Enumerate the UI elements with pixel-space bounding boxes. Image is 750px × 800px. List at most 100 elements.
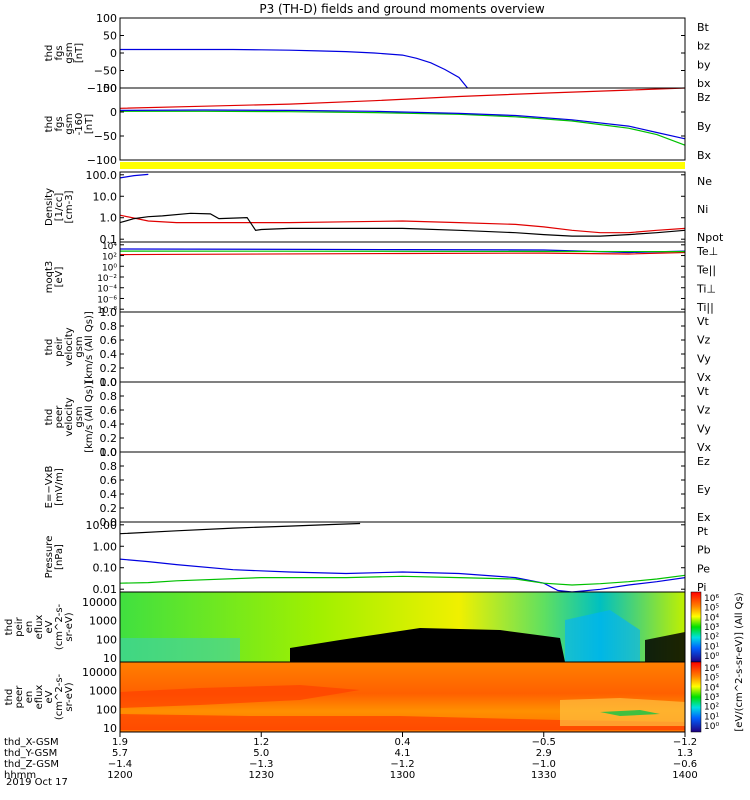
panel-fgs: 100 50 0 −50 −100 thd fgs gsm [nT] Bt bz by bx [44, 12, 711, 95]
y-axis-label: [mV/m] [54, 468, 65, 506]
y-axis-label: en [24, 621, 35, 634]
panel-frame [119, 87, 686, 161]
x-axis-tick-label: 1.9 [112, 737, 128, 748]
panel-frame [119, 17, 686, 89]
y-axis-label: velocity [64, 397, 75, 436]
y-tick-label: 0.6 [100, 334, 118, 347]
legend-vt: Vt [697, 315, 710, 328]
y-axis-label: [nT] [74, 43, 85, 63]
colorbar-tick-label: 10⁶ [704, 664, 719, 674]
date-label: 2019 Oct 17 [6, 777, 68, 788]
colorbar-tick-label: 10³ [704, 693, 719, 703]
y-axis-label: peer [54, 405, 65, 429]
y-tick-label: 10 [103, 652, 117, 665]
y-axis-label: eflux [34, 685, 45, 710]
legend-vz: Vz [697, 334, 711, 347]
y-tick-label: 10⁰ [102, 263, 117, 273]
y-tick-label: −100 [87, 154, 117, 167]
colorbar-peer [690, 661, 702, 733]
y-tick-label: 0.6 [100, 474, 118, 487]
panel-frame [119, 451, 686, 523]
series-pi [119, 558, 686, 593]
legend-ez: Ez [697, 455, 710, 468]
y-tick-label: 1.00 [93, 540, 118, 553]
series-bx [120, 48, 468, 89]
legend-by: by [697, 58, 711, 71]
plot-title: P3 (TH-D) fields and ground moments over… [259, 2, 544, 16]
peer-spectrogram [119, 661, 686, 733]
colorbar-tick-label: 10² [704, 703, 719, 713]
y-tick-label: 10⁴ [102, 242, 117, 252]
legend-vt: Vt [697, 385, 710, 398]
legend-pt: Pt [697, 525, 709, 538]
y-axis-label: thd [44, 116, 55, 133]
series-bz [119, 87, 686, 109]
y-axis-label: thd [44, 45, 55, 62]
y-axis-label: [1/cc] [54, 193, 65, 222]
legend-bt: Bt [697, 21, 710, 34]
y-axis-label: eflux [34, 615, 45, 640]
legend-bz: bz [697, 40, 710, 53]
y-axis-label: [nT] [84, 114, 95, 134]
y-tick-label: 10.00 [86, 519, 118, 532]
y-tick-label: 0.0 [100, 516, 118, 529]
panel-density: 100.0 10.0 1.0 0.1 Density [1/cc] [cm-3] Ne Ni Np… [44, 169, 724, 246]
y-tick-label: 1.0 [100, 446, 118, 459]
y-axis-label: peir [14, 616, 25, 636]
legend-ni: Ni [697, 203, 708, 216]
colorbar-tick-label: 10⁵ [704, 674, 719, 684]
y-tick-label: 0.0 [100, 446, 118, 459]
y-tick-label: 10000 [82, 666, 117, 679]
y-axis-label: eV [44, 690, 55, 703]
legend-npot: Npot [697, 231, 724, 244]
y-axis-label: Density [44, 188, 55, 226]
y-axis-label: en [24, 691, 35, 704]
x-axis-tick-label: −1.0 [532, 759, 556, 770]
series-pe [119, 574, 686, 586]
colorbar-tick-label: 10⁰ [704, 652, 719, 662]
series-npot [119, 173, 149, 179]
series-te [119, 251, 686, 256]
legend-vz: Vz [697, 404, 711, 417]
y-tick-label: 0.4 [100, 418, 118, 431]
legend-bx: Bx [697, 149, 712, 162]
y-axis-label: thd [4, 689, 15, 706]
y-axis-label: velocity [64, 327, 75, 366]
y-tick-label: 10⁻⁶ [97, 295, 117, 305]
y-tick-label: −50 [94, 130, 117, 143]
y-tick-label: 10² [102, 253, 117, 263]
legend-pb: Pb [697, 544, 711, 557]
y-tick-label: 0.01 [93, 583, 118, 596]
x-axis-tick-label: 5.7 [112, 748, 128, 759]
y-tick-label: 100.0 [86, 169, 118, 182]
y-tick-label: 10⁻² [97, 274, 117, 284]
colorbar-tick-label: 10⁴ [704, 683, 719, 693]
x-axis-row-label: thd_X-GSM [4, 737, 59, 748]
legend-te-: Te⊥ [696, 245, 718, 258]
legend-bx: bx [697, 77, 711, 90]
y-tick-label: 1000 [89, 615, 117, 628]
x-axis-tick-label: 1300 [390, 770, 415, 781]
y-tick-label: 0.4 [100, 488, 118, 501]
y-axis-label: sr-eV) [64, 682, 75, 711]
y-axis-label: peer [14, 685, 25, 709]
legend-vx: Vx [697, 441, 712, 454]
y-axis-label: moqt3 [44, 261, 55, 294]
panel-peir_eflux-axes: 10000 1000 100 10 thd peir en eflux eV (cm^2-s-sr… [4, 596, 124, 665]
legend-ti-: Ti|| [696, 301, 714, 314]
x-axis-tick-label: −1.2 [390, 759, 414, 770]
x-axis-tick-label: 1.2 [253, 737, 269, 748]
legend-by: By [697, 120, 712, 133]
peir-spectrogram [119, 591, 686, 663]
legend-vy: Vy [697, 422, 711, 435]
x-axis-tick-label: 1.3 [677, 748, 693, 759]
x-axis-tick-label: 5.0 [253, 748, 269, 759]
panel-frame [119, 171, 686, 243]
y-axis-label: E=−VxB [44, 466, 55, 509]
y-axis-label: gsm [64, 42, 75, 63]
legend-te-: Te|| [696, 264, 716, 277]
colorbar-tick-label: 10³ [704, 623, 719, 633]
